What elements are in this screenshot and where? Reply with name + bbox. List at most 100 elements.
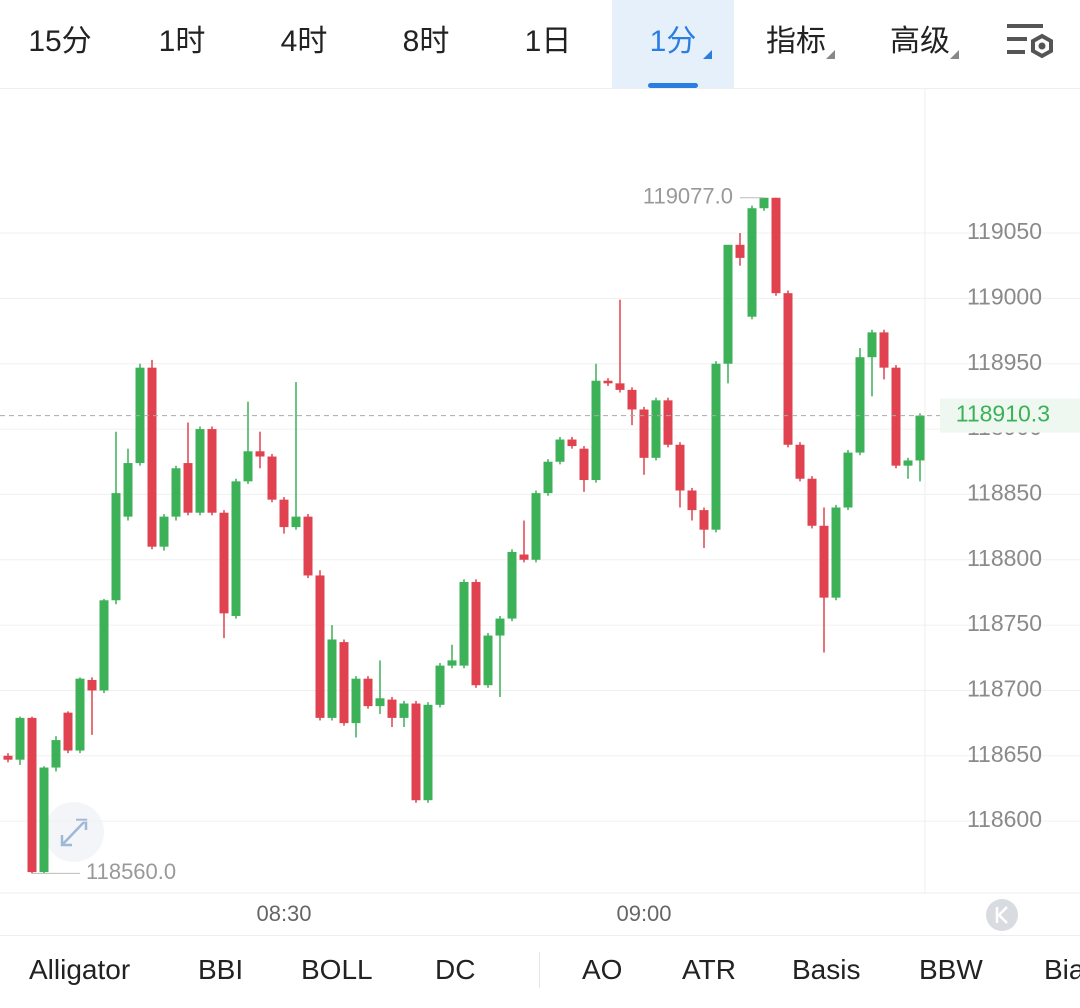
y-tick-label: 118700 xyxy=(967,676,1042,702)
max-label: 119077.0 xyxy=(643,184,733,209)
candle-body xyxy=(147,367,157,547)
dropdown-indicator xyxy=(826,50,835,59)
candle-body xyxy=(207,429,217,513)
candle-body xyxy=(759,197,769,209)
candle-body xyxy=(15,717,25,760)
y-tick-label: 119050 xyxy=(967,218,1042,244)
candle-body xyxy=(3,755,13,760)
indicator-tab[interactable]: BBW xyxy=(919,954,983,985)
candle-body xyxy=(75,678,85,751)
y-tick-label: 118600 xyxy=(967,806,1042,832)
last-price-label: 118910.3 xyxy=(956,401,1050,427)
candle-body xyxy=(603,380,613,384)
y-tick-label: 118950 xyxy=(967,349,1042,375)
indicator-tab[interactable]: AO xyxy=(582,954,623,985)
candle-body xyxy=(51,740,61,768)
candle-body xyxy=(39,767,49,873)
indicator-tab[interactable]: ATR xyxy=(682,954,736,985)
indicator-tab[interactable]: Bia xyxy=(1044,954,1080,985)
candle-body xyxy=(483,635,493,686)
candle-body xyxy=(195,429,205,513)
candle-body xyxy=(423,704,433,801)
candle-body xyxy=(327,639,337,718)
candle-body xyxy=(387,699,397,718)
timeframe-tab[interactable]: 指标 xyxy=(766,25,826,58)
indicator-tab[interactable]: BBI xyxy=(198,954,244,985)
candle-body xyxy=(339,642,349,724)
candle-body xyxy=(471,581,481,686)
timeframe-tab[interactable]: 4时 xyxy=(280,25,328,58)
candle-body xyxy=(279,499,289,528)
candle-body xyxy=(519,554,529,560)
x-tick-label: 09:00 xyxy=(616,901,671,926)
icon-lines xyxy=(1007,24,1043,54)
candle-body xyxy=(783,293,793,445)
candle-body xyxy=(651,400,661,458)
candle-body xyxy=(411,703,421,801)
candle-body xyxy=(63,712,73,751)
candle-body xyxy=(615,383,625,390)
candle-body xyxy=(219,512,229,614)
scroll-end-button[interactable] xyxy=(986,899,1018,931)
candle-body xyxy=(87,679,97,691)
timeframe-tab[interactable]: 1日 xyxy=(524,25,572,58)
candle-body xyxy=(531,493,541,560)
candle-body xyxy=(351,678,361,724)
candle-body xyxy=(735,244,745,258)
candle-body xyxy=(135,367,145,464)
candle-body xyxy=(867,332,877,358)
indicator-tab[interactable]: DC xyxy=(435,954,476,985)
dropdown-indicator xyxy=(703,50,712,59)
candle-body xyxy=(399,703,409,718)
candle-body xyxy=(459,581,469,666)
candle-body xyxy=(807,478,817,526)
separator xyxy=(539,952,540,988)
indicator-bar: Alligator BBI BOLL DC AO ATR Basis BBW Bia xyxy=(0,935,1080,1008)
candle-body xyxy=(555,439,565,462)
timeframe-tab[interactable]: 15分 xyxy=(28,25,92,58)
indicator-tab[interactable]: Basis xyxy=(792,954,861,985)
candle-body xyxy=(663,400,673,445)
candle-body xyxy=(855,357,865,453)
candle-body xyxy=(771,197,781,294)
chart: 118600 118650 118700 118750 118800 118850 1189… xyxy=(0,88,1080,931)
candle-body xyxy=(267,456,277,500)
candle-body xyxy=(627,389,637,410)
candle-body xyxy=(447,660,457,666)
candle-body xyxy=(111,493,121,601)
indicator-tab[interactable]: BOLL xyxy=(301,954,373,985)
y-tick-label: 119000 xyxy=(967,283,1042,309)
candle-body xyxy=(699,510,709,530)
scroll-end-icon xyxy=(995,906,1008,924)
candle-body xyxy=(843,452,853,508)
candle-body xyxy=(375,698,385,707)
candle-body xyxy=(303,516,313,576)
icon-dot xyxy=(1038,42,1046,50)
settings-icon[interactable] xyxy=(1005,22,1055,62)
timeframe-tab[interactable]: 1时 xyxy=(158,25,206,58)
candle-body xyxy=(579,448,589,481)
candle-body xyxy=(723,244,733,364)
indicator-tab[interactable]: Alligator xyxy=(29,954,131,985)
dropdown-indicator xyxy=(950,50,959,59)
candle-body xyxy=(639,409,649,458)
timeframe-tab[interactable]: 高级 xyxy=(890,25,950,58)
candle-body xyxy=(567,439,577,447)
candle-body xyxy=(435,665,445,705)
timeframe-tab[interactable]: 8时 xyxy=(402,25,450,58)
candle-body xyxy=(819,525,829,598)
icon-hex xyxy=(1031,33,1053,59)
candle-body xyxy=(291,516,301,528)
expand-icon xyxy=(60,818,88,847)
candle-body xyxy=(915,415,925,461)
candle-body xyxy=(27,717,37,873)
candle-body xyxy=(231,481,241,616)
timeframe-tab[interactable]: 1分 xyxy=(612,0,734,88)
candle-body xyxy=(687,490,697,511)
expand-button[interactable] xyxy=(44,802,104,862)
candle-body xyxy=(363,678,373,707)
candle-body xyxy=(831,507,841,598)
y-tick-label: 118800 xyxy=(967,545,1042,571)
y-tick-label: 118650 xyxy=(967,741,1042,767)
